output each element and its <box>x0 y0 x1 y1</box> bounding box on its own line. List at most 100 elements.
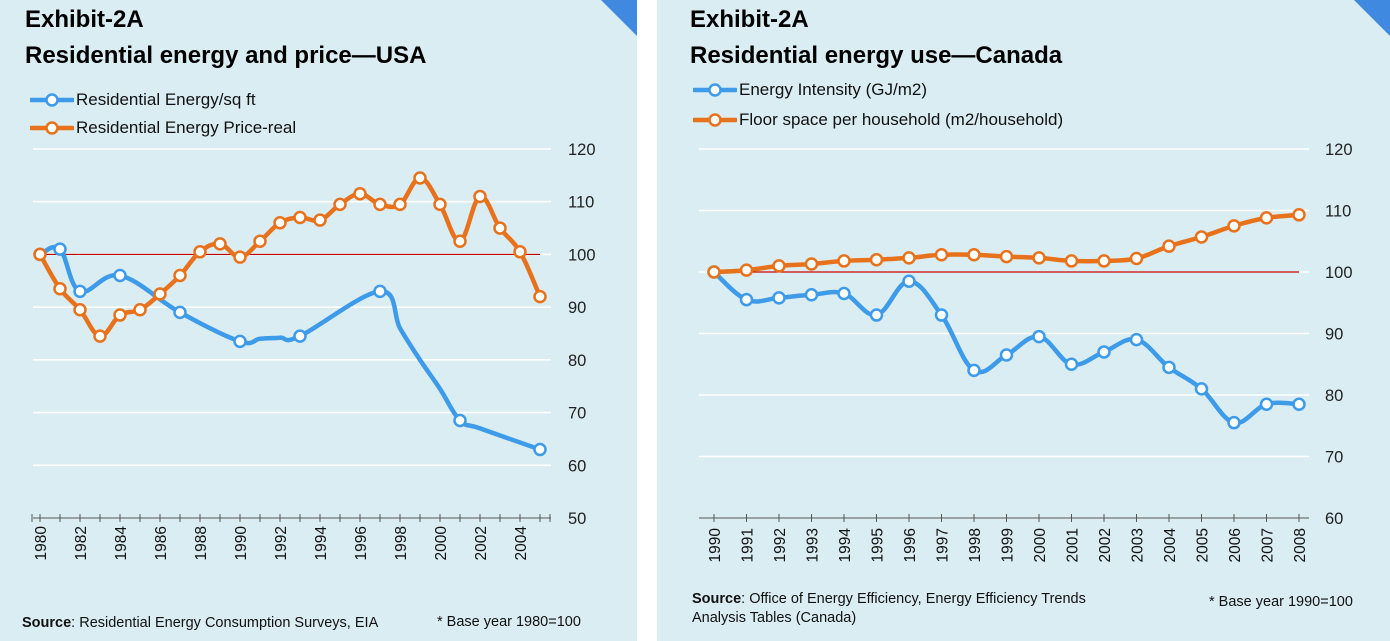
legend-label: Floor space per household (m2/household) <box>739 110 1064 129</box>
x-tick-label: 1994 <box>837 528 854 563</box>
data-point <box>53 281 67 296</box>
y-tick-label: 100 <box>568 246 596 264</box>
x-tick-label: 1997 <box>935 528 952 562</box>
data-point <box>1227 219 1241 233</box>
x-tick-label: 1980 <box>33 526 50 561</box>
x-tick-label: 2008 <box>1292 528 1309 562</box>
y-tick-label: 110 <box>1325 203 1351 221</box>
x-tick-label: 1994 <box>313 526 330 561</box>
y-tick-label: 60 <box>568 457 586 475</box>
data-point <box>433 197 447 212</box>
data-point <box>313 213 327 227</box>
data-point <box>1259 397 1274 411</box>
x-tick-label: 1998 <box>967 528 984 562</box>
legend-line-marker-icon <box>693 113 737 127</box>
data-point <box>213 237 227 251</box>
data-point <box>293 210 307 225</box>
data-point <box>967 363 981 378</box>
legend-line-marker-icon <box>30 93 74 107</box>
data-point <box>902 274 916 288</box>
data-point <box>869 252 884 267</box>
data-point <box>173 305 187 320</box>
data-point <box>233 334 247 349</box>
data-point <box>293 329 307 343</box>
source-label: Source <box>692 591 742 607</box>
series-line <box>711 212 1302 275</box>
x-tick-label: 1996 <box>353 526 370 560</box>
data-point <box>93 329 107 343</box>
data-point <box>493 221 507 235</box>
data-point <box>533 442 547 457</box>
y-tick-label: 100 <box>1325 264 1353 282</box>
x-tick-label: 1988 <box>193 526 210 560</box>
data-point <box>1292 397 1306 411</box>
x-tick-label: 2000 <box>433 526 450 561</box>
data-point <box>739 292 754 307</box>
data-point <box>837 286 851 301</box>
source-note: Source: Residential Energy Consumption S… <box>22 614 378 633</box>
base-year-note: * Base year 1980=100 <box>437 614 581 630</box>
x-tick-label: 1986 <box>153 526 170 560</box>
x-tick-label: 1992 <box>772 528 789 562</box>
x-tick-label: 2003 <box>1130 528 1147 562</box>
x-tick-label: 1982 <box>73 526 90 560</box>
data-point <box>1032 329 1046 344</box>
legend-item-floor-space: Floor space per household (m2/household) <box>693 110 1063 130</box>
canada-chart-panel: Exhibit-2A Residential energy use—Canada… <box>657 0 1390 641</box>
data-point <box>1097 345 1111 359</box>
x-tick-label: 1991 <box>740 528 757 562</box>
data-point <box>1129 251 1144 266</box>
data-point <box>373 284 387 299</box>
data-point <box>53 242 67 256</box>
corner-flag-icon <box>601 0 637 36</box>
data-point <box>473 189 487 204</box>
data-point <box>253 234 267 248</box>
data-point <box>453 413 467 428</box>
x-tick-label: 2002 <box>473 526 490 560</box>
data-point <box>533 289 547 304</box>
x-tick-label: 1993 <box>805 528 822 562</box>
data-point <box>1097 254 1111 268</box>
data-point <box>1162 360 1176 375</box>
x-tick-label: 2000 <box>1032 528 1049 563</box>
x-tick-label: 2004 <box>1162 528 1179 563</box>
y-tick-label: 50 <box>568 510 586 528</box>
data-point <box>1162 239 1176 253</box>
data-point <box>707 265 721 279</box>
x-tick-label: 2005 <box>1195 528 1212 562</box>
data-point <box>804 257 819 271</box>
legend-label: Residential Energy Price-real <box>76 118 297 137</box>
x-tick-label: 1992 <box>273 526 290 560</box>
data-point <box>772 259 786 273</box>
x-tick-label: 2004 <box>513 526 530 561</box>
usa-line-chart: 50 60 70 80 90 100 110 120 1980 1982 1984 1986 1988 1… <box>31 141 596 561</box>
data-point <box>1259 211 1274 225</box>
source-label: Source <box>22 615 72 631</box>
data-point <box>173 268 187 283</box>
data-point <box>193 245 207 259</box>
y-tick-label: 60 <box>1325 510 1343 528</box>
legend-label: Residential Energy/sq ft <box>76 90 256 109</box>
legend-item-energy: Residential Energy/sq ft <box>30 90 256 110</box>
data-point <box>453 234 467 248</box>
data-point <box>1064 357 1079 371</box>
data-point <box>772 291 786 305</box>
data-point <box>967 248 981 262</box>
y-tick-label: 80 <box>568 352 586 370</box>
data-point <box>373 197 387 212</box>
data-point <box>934 248 949 262</box>
data-point <box>333 197 347 212</box>
data-point <box>1032 251 1046 265</box>
data-point <box>353 187 367 201</box>
data-point <box>1194 230 1209 244</box>
data-point <box>233 250 247 264</box>
data-point <box>33 247 47 262</box>
canada-line-chart: 60 70 80 90 100 110 120 1990 1991 1992 1993 1994 199… <box>699 141 1353 563</box>
data-point <box>133 303 147 317</box>
data-point <box>902 251 916 265</box>
data-point <box>999 348 1014 362</box>
x-tick-label: 1995 <box>870 528 887 562</box>
data-point <box>393 197 407 212</box>
legend-line-marker-icon <box>30 121 74 135</box>
corner-flag-icon <box>1354 0 1390 36</box>
